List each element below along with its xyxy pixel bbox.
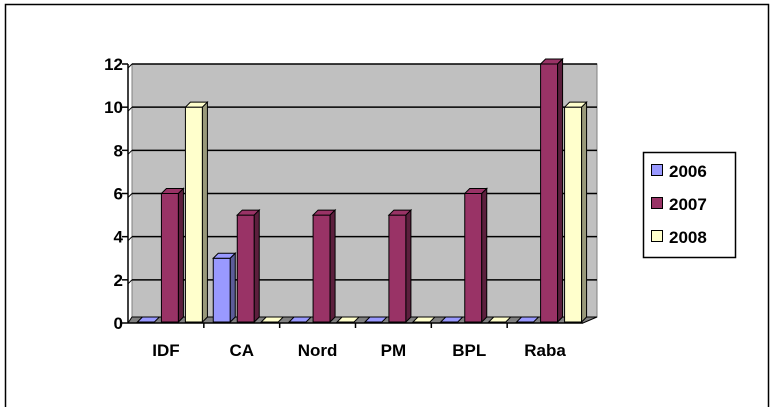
bar-2008-PM xyxy=(411,316,437,323)
bar-2008-BPL xyxy=(487,316,512,323)
bar-side-2008-Raba xyxy=(581,100,588,324)
bar-side-2006-CA xyxy=(229,252,236,324)
bar-2006-CA xyxy=(212,257,231,323)
x-tick-label: IDF xyxy=(152,341,179,360)
bar-2008-Raba xyxy=(564,106,583,323)
legend-swatch-2006 xyxy=(651,164,663,176)
bar-2008-Nord xyxy=(335,316,361,323)
bar-2008-CA xyxy=(260,316,285,323)
x-tick-label: Nord xyxy=(298,341,338,360)
bar-2006-IDF xyxy=(136,316,161,323)
y-tick-label: 4 xyxy=(114,228,124,247)
bar-2006-Raba xyxy=(515,316,540,323)
y-tick-label: 2 xyxy=(114,271,123,290)
legend-label-2008: 2008 xyxy=(669,228,707,247)
bar-side-2007-Nord xyxy=(329,208,336,324)
bar-2007-IDF xyxy=(160,193,179,323)
bar-2008-IDF xyxy=(184,106,203,323)
bar-2007-Raba xyxy=(540,63,559,323)
x-tick-label: BPL xyxy=(452,341,486,360)
y-tick-label: 8 xyxy=(114,141,123,160)
bar-side-2007-BPL xyxy=(481,187,488,324)
bar-side-2007-IDF xyxy=(177,187,184,324)
bar-2006-PM xyxy=(363,316,389,323)
bar-side-2007-Raba xyxy=(557,57,564,324)
bar-side-2008-IDF xyxy=(201,100,208,324)
x-tick-label: PM xyxy=(381,341,407,360)
bar-2007-PM xyxy=(388,214,407,323)
bar-2007-Nord xyxy=(312,214,331,323)
bar-side-2007-CA xyxy=(253,208,260,324)
legend: 2006 2007 2008 xyxy=(642,151,737,259)
bars-group xyxy=(136,57,588,324)
bar-2007-CA xyxy=(236,214,255,323)
y-tick-label: 12 xyxy=(104,55,123,74)
bar-2007-BPL xyxy=(464,193,483,323)
x-tick-label: Raba xyxy=(524,341,566,360)
x-tick-label: CA xyxy=(229,341,254,360)
y-tick-label: 0 xyxy=(114,314,123,333)
legend-swatch-2007 xyxy=(651,197,663,209)
legend-label-2006: 2006 xyxy=(669,162,707,181)
x-axis-ticks: IDF CA Nord PM BPL Raba xyxy=(152,323,566,360)
legend-label-2007: 2007 xyxy=(669,195,707,214)
y-tick-label: 6 xyxy=(114,185,123,204)
y-axis-ticks: 0 2 4 6 8 10 12 xyxy=(104,55,128,333)
y-tick-label: 10 xyxy=(104,98,123,117)
bar-2006-BPL xyxy=(439,316,464,323)
bar-side-2007-PM xyxy=(405,208,412,324)
bar-2006-Nord xyxy=(287,316,313,323)
legend-swatch-2008 xyxy=(651,230,663,242)
